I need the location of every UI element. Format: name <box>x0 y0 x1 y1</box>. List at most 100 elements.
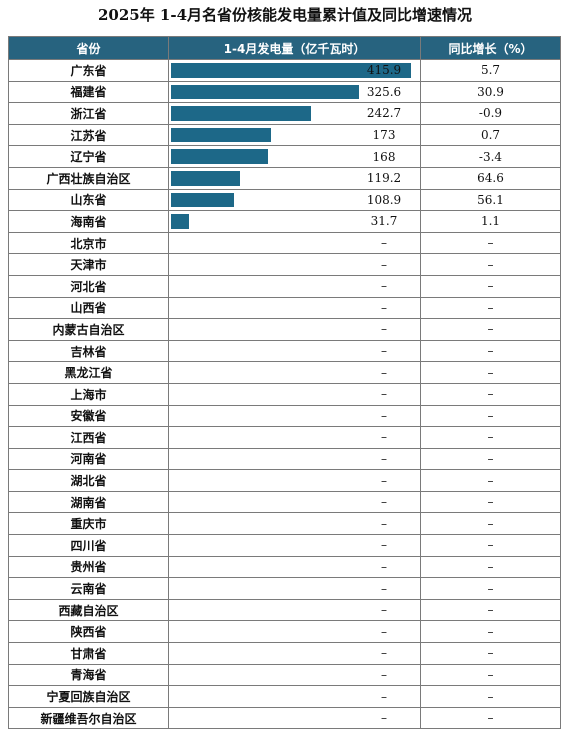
value-bar <box>171 170 240 186</box>
province-cell: 湖北省 <box>8 469 169 492</box>
yoy-cell: – <box>420 426 561 449</box>
value-cell: – <box>168 469 421 492</box>
yoy-cell: -0.9 <box>420 102 561 125</box>
yoy-cell: 5.7 <box>420 59 561 82</box>
table-row: 浙江省 242.7 -0.9 <box>8 102 561 125</box>
value-bar <box>171 214 190 229</box>
province-cell: 河南省 <box>8 447 169 471</box>
value-label: – <box>381 236 387 251</box>
value-label: – <box>381 538 387 553</box>
province-cell: 河北省 <box>8 274 169 298</box>
value-label: 173 <box>372 128 396 143</box>
table-row: 四川省 – – <box>8 534 561 557</box>
province-cell: 青海省 <box>8 663 169 687</box>
value-cell: – <box>168 339 421 363</box>
province-cell: 内蒙古自治区 <box>8 318 169 341</box>
value-bar <box>171 192 234 208</box>
value-bar <box>171 84 359 100</box>
table-row: 重庆市 – – <box>8 512 561 536</box>
province-cell: 吉林省 <box>8 339 169 363</box>
value-cell: – <box>168 642 421 665</box>
yoy-cell: – <box>420 642 561 665</box>
yoy-cell: – <box>420 404 561 428</box>
value-cell: 173 <box>168 123 421 147</box>
value-cell: 242.7 <box>168 102 421 125</box>
yoy-cell: – <box>420 620 561 644</box>
table-row: 新疆维吾尔自治区 – – <box>8 706 561 730</box>
province-cell: 福建省 <box>8 80 169 104</box>
table-row: 山西省 – – <box>8 296 561 320</box>
province-cell: 安徽省 <box>8 404 169 428</box>
value-cell: – <box>168 490 421 514</box>
table-row: 江西省 – – <box>8 426 561 449</box>
value-cell: 415.9 <box>168 59 421 82</box>
value-label: – <box>381 689 387 704</box>
yoy-cell: – <box>420 490 561 514</box>
yoy-cell: – <box>420 598 561 622</box>
table-row: 贵州省 – – <box>8 555 561 579</box>
province-cell: 海南省 <box>8 210 169 233</box>
yoy-cell: 56.1 <box>420 188 561 212</box>
table-row: 广西壮族自治区 119.2 64.6 <box>8 166 561 190</box>
value-cell: – <box>168 318 421 341</box>
province-cell: 江苏省 <box>8 123 169 147</box>
yoy-cell: – <box>420 663 561 687</box>
table-row: 安徽省 – – <box>8 404 561 428</box>
province-cell: 甘肃省 <box>8 642 169 665</box>
value-cell: – <box>168 534 421 557</box>
table-row: 内蒙古自治区 – – <box>8 318 561 341</box>
yoy-cell: – <box>420 534 561 557</box>
province-cell: 云南省 <box>8 577 169 600</box>
yoy-cell: 0.7 <box>420 123 561 147</box>
yoy-cell: – <box>420 577 561 600</box>
header-row: 省份 1-4月发电量（亿千瓦时） 同比增长（%） <box>8 36 561 60</box>
table-row: 辽宁省 168 -3.4 <box>8 145 561 168</box>
yoy-cell: 64.6 <box>420 166 561 190</box>
province-cell: 广西壮族自治区 <box>8 166 169 190</box>
value-label: 108.9 <box>366 192 402 207</box>
value-cell: – <box>168 382 421 406</box>
value-label: – <box>381 257 387 272</box>
value-label: – <box>381 300 387 315</box>
province-cell: 重庆市 <box>8 512 169 536</box>
value-label: – <box>381 495 387 510</box>
yoy-cell: – <box>420 339 561 363</box>
value-cell: 108.9 <box>168 188 421 212</box>
province-cell: 浙江省 <box>8 102 169 125</box>
value-label: 168 <box>372 149 396 164</box>
value-label: 242.7 <box>366 106 402 121</box>
table-row: 北京市 – – <box>8 231 561 255</box>
value-cell: 119.2 <box>168 166 421 190</box>
table-row: 福建省 325.6 30.9 <box>8 80 561 104</box>
table-row: 宁夏回族自治区 – – <box>8 685 561 708</box>
yoy-cell: – <box>420 555 561 579</box>
value-bar <box>171 149 268 164</box>
value-label: – <box>381 387 387 402</box>
table-body: 广东省 415.9 5.7 福建省 325.6 30.9 浙江省 242.7 -0.9 江苏省 17… <box>8 59 561 730</box>
value-label: – <box>381 646 387 661</box>
province-cell: 广东省 <box>8 59 169 82</box>
table-row: 吉林省 – – <box>8 339 561 363</box>
table-row: 河南省 – – <box>8 447 561 471</box>
province-cell: 新疆维吾尔自治区 <box>8 706 169 730</box>
yoy-cell: 1.1 <box>420 210 561 233</box>
value-cell: – <box>168 663 421 687</box>
value-label: – <box>381 603 387 618</box>
value-bar <box>171 127 271 143</box>
province-cell: 辽宁省 <box>8 145 169 168</box>
province-cell: 湖南省 <box>8 490 169 514</box>
value-label: – <box>381 430 387 445</box>
yoy-cell: – <box>420 253 561 276</box>
value-bar <box>171 106 311 121</box>
province-cell: 山东省 <box>8 188 169 212</box>
table-row: 青海省 – – <box>8 663 561 687</box>
value-cell: – <box>168 706 421 730</box>
province-cell: 黑龙江省 <box>8 361 169 384</box>
value-cell: – <box>168 426 421 449</box>
yoy-cell: – <box>420 382 561 406</box>
value-cell: – <box>168 598 421 622</box>
value-label: – <box>381 711 387 726</box>
table-row: 甘肃省 – – <box>8 642 561 665</box>
data-table: 省份 1-4月发电量（亿千瓦时） 同比增长（%） 广东省 415.9 5.7 福建省 3… <box>8 36 561 730</box>
value-cell: – <box>168 231 421 255</box>
